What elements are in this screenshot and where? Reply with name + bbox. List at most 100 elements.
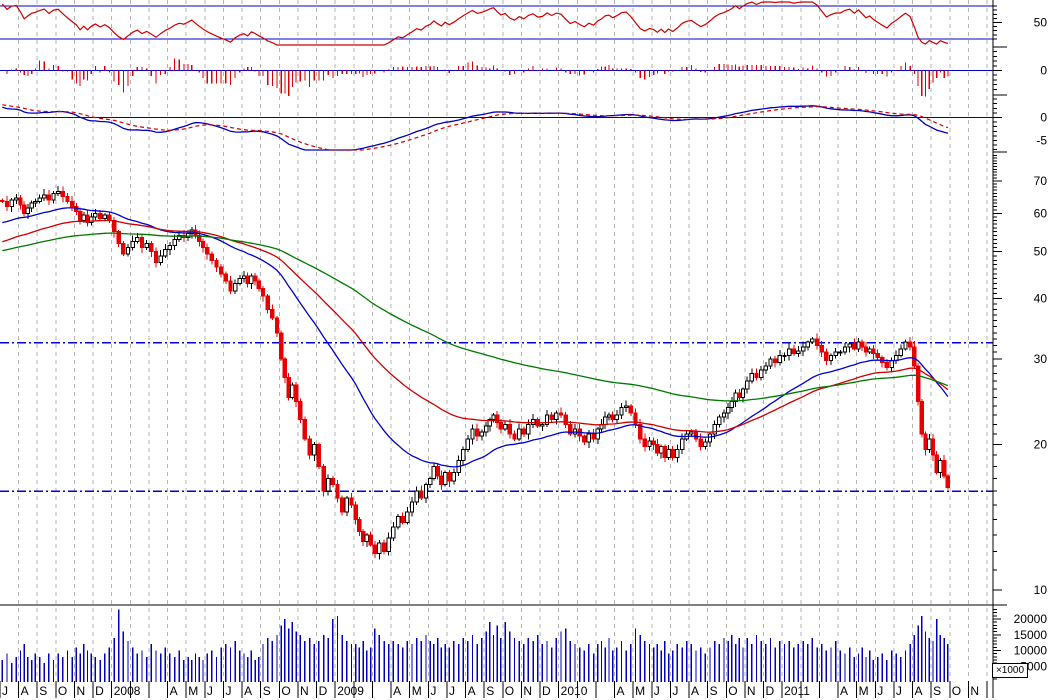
candle-body — [427, 477, 433, 486]
candle-body — [642, 438, 648, 447]
candle-body — [200, 240, 206, 249]
candle-body — [423, 484, 429, 499]
candle-body — [241, 275, 247, 280]
price-axis-label: 60 — [1034, 206, 1048, 220]
candle-body — [502, 423, 508, 430]
candle-body — [232, 282, 238, 292]
candle-body — [116, 231, 121, 244]
candle-body — [582, 435, 587, 443]
candle-body — [919, 401, 925, 435]
macd-axis-label: -5 — [1036, 134, 1047, 148]
candle-body — [772, 358, 778, 364]
candle-body — [409, 501, 415, 513]
x-axis-month-label: N — [970, 684, 979, 698]
candle-body — [81, 214, 87, 221]
x-axis-month-label: J — [672, 684, 678, 698]
x-axis-month-label: A — [393, 684, 401, 698]
candle-body — [265, 295, 270, 310]
candle-body — [89, 216, 94, 223]
candle-body — [819, 345, 824, 353]
candle-body — [144, 242, 149, 249]
candle-body — [603, 416, 608, 425]
x-axis-month-label: S — [933, 684, 941, 698]
candle-body — [33, 200, 38, 204]
x-axis-month-label: A — [170, 684, 178, 698]
candle-body — [833, 351, 838, 357]
candle-body — [884, 362, 890, 369]
candle-body — [279, 332, 284, 360]
candle-body — [419, 490, 424, 499]
candle-body — [693, 431, 699, 440]
candle-body — [405, 511, 410, 523]
candle-body — [810, 338, 815, 343]
candle-body — [491, 414, 496, 421]
candle-body — [125, 247, 131, 255]
x-axis-month-label: S — [39, 684, 47, 698]
candle-body — [65, 196, 70, 202]
candle-body — [97, 212, 103, 220]
price-axis-label: 40 — [1034, 292, 1048, 306]
candle-body — [274, 317, 280, 334]
candle-body — [465, 438, 471, 451]
rsi-axis-label: 50 — [1034, 16, 1048, 30]
candle-body — [302, 419, 308, 440]
candle-body — [364, 534, 370, 542]
candle-body — [249, 275, 254, 284]
candle-body — [172, 238, 177, 246]
macd-axis-label: 0 — [1040, 111, 1047, 125]
candle-body — [495, 414, 500, 423]
x-axis-month-label: N — [76, 684, 85, 698]
candle-body — [927, 438, 932, 451]
price-axis-label: 30 — [1034, 352, 1048, 366]
candle-body — [800, 346, 806, 352]
candle-body — [60, 191, 66, 198]
x-axis-month-label: D — [95, 684, 104, 698]
macd-signal-line — [2, 104, 949, 151]
candle-body — [46, 194, 52, 201]
volume-unit-box: ×1000 — [992, 663, 1028, 678]
candle-body — [568, 423, 573, 435]
candle-body — [372, 544, 377, 554]
candle-body — [540, 423, 545, 427]
candle-body — [637, 423, 643, 440]
candle-body — [745, 380, 750, 390]
x-axis-month-label: O — [281, 684, 290, 698]
x-axis-month-label: D — [542, 684, 551, 698]
candle-body — [431, 465, 437, 479]
x-axis-month-label: M — [412, 684, 422, 698]
candle-body — [335, 484, 340, 499]
candle-body — [252, 275, 258, 282]
candle-body — [586, 433, 592, 443]
candle-body — [400, 515, 405, 523]
price-axis-label: 10 — [1034, 583, 1048, 597]
x-axis-month-label: J — [449, 684, 455, 698]
candle-body — [245, 275, 250, 284]
x-axis-month-label: A — [21, 684, 29, 698]
x-axis-month-label: O — [58, 684, 67, 698]
candle-body — [293, 384, 299, 403]
candle-body — [842, 346, 848, 353]
x-axis-month-label: M — [635, 684, 645, 698]
x-axis-month-label: J — [2, 684, 8, 698]
candle-body — [725, 407, 731, 414]
candle-body — [544, 414, 550, 425]
candle-body — [330, 477, 336, 486]
candle-body — [889, 359, 894, 369]
candle-body — [670, 449, 675, 458]
candle-body — [42, 194, 47, 199]
candle-body — [619, 407, 624, 416]
candle-body — [934, 454, 939, 473]
candle-body — [763, 365, 769, 371]
candle-body — [512, 433, 517, 440]
candle-body — [29, 202, 34, 209]
x-axis — [0, 681, 988, 698]
x-axis-month-label: 2009 — [337, 684, 364, 698]
candle-body — [344, 497, 350, 513]
candle-body — [549, 414, 554, 421]
candle-body — [824, 351, 829, 361]
candle-body — [353, 504, 358, 520]
volume-axis-label: 15000 — [1014, 628, 1048, 642]
histogram-axis-label: 0 — [1040, 64, 1047, 78]
candle-body — [828, 355, 834, 361]
candle-body — [530, 419, 536, 425]
